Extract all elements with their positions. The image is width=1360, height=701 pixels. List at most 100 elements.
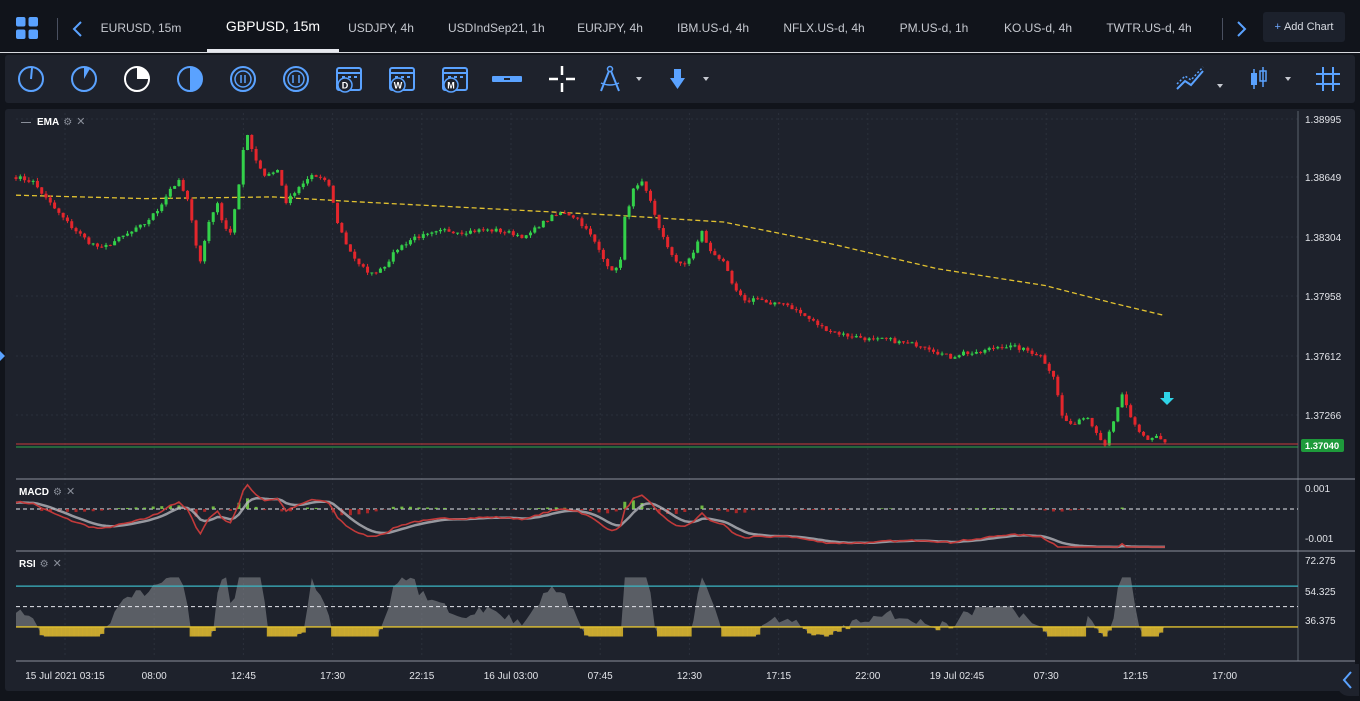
tab-eurjpy[interactable]: EURJPY, 4h (574, 0, 646, 52)
candle-body (418, 237, 421, 238)
tab-pm[interactable]: PM.US-d, 1h (897, 0, 971, 52)
macd-histogram-bar (1078, 509, 1081, 510)
time-tick-label: 17:15 (766, 671, 791, 682)
candle-body (863, 338, 866, 341)
candle-body (392, 252, 395, 261)
clock-1m-icon[interactable] (15, 63, 47, 95)
rsi-oversold-fill (61, 627, 66, 637)
tab-scroll-left-icon[interactable] (69, 18, 87, 40)
calendar-month-letter: M (447, 81, 455, 91)
candle-body (139, 225, 142, 228)
arrow-marker-dropdown[interactable] (662, 63, 714, 95)
close-icon[interactable]: ✕ (53, 558, 62, 570)
collapse-pane-icon[interactable]: — (21, 117, 31, 128)
rsi-oversold-fill (280, 627, 285, 637)
grid-icon[interactable] (1312, 63, 1344, 95)
rsi-oversold-fill (657, 627, 662, 637)
candle-body (803, 313, 806, 316)
candle-body (808, 316, 811, 319)
rsi-oversold-fill (614, 627, 619, 637)
clock-1h-icon[interactable] (227, 63, 259, 95)
candle-body (756, 298, 759, 299)
candle-body (1026, 348, 1029, 351)
calendar-day-icon[interactable]: D (333, 63, 365, 95)
candle-body (109, 245, 112, 246)
chart-tab-bar: EURUSD, 15m GBPUSD, 15m USDJPY, 4h USDIn… (0, 0, 1360, 53)
collapse-panel-button[interactable] (1337, 664, 1359, 696)
candle-body (143, 224, 146, 225)
candle-body (83, 234, 86, 238)
macd-histogram-bar (160, 506, 163, 509)
macd-histogram-bar (975, 508, 978, 509)
rsi-oversold-fill (1051, 627, 1056, 637)
clock-15m-icon[interactable] (121, 63, 153, 95)
candle-body (1009, 345, 1012, 347)
gear-icon[interactable]: ⚙ (53, 487, 62, 498)
candle-body (276, 170, 279, 173)
rsi-oversold-fill (726, 627, 731, 637)
candle-body (979, 352, 982, 353)
candle-body (949, 354, 952, 359)
drawing-tools-dropdown[interactable] (595, 63, 647, 95)
tab-scroll-right-icon[interactable] (1232, 18, 1250, 40)
candle-body (409, 240, 412, 244)
tab-separator (1222, 18, 1223, 40)
candle-body (692, 253, 695, 259)
calendar-month-icon[interactable]: M (439, 63, 471, 95)
tab-usdjpy[interactable]: USDJPY, 4h (345, 0, 417, 52)
close-icon[interactable]: ✕ (76, 116, 85, 128)
candle-body (666, 237, 669, 247)
clock-30m-icon[interactable] (174, 63, 206, 95)
candle-body (726, 261, 729, 271)
close-icon[interactable]: ✕ (66, 486, 75, 498)
calendar-week-icon[interactable]: W (386, 63, 418, 95)
tab-twtr[interactable]: TWTR.US-d, 4h (1105, 0, 1193, 52)
rsi-oversold-fill (335, 627, 340, 637)
clock-4h-icon[interactable] (280, 63, 312, 95)
candle-body (589, 229, 592, 235)
add-chart-button[interactable]: +Add Chart (1263, 12, 1345, 42)
candle-body (658, 215, 661, 228)
candle-body (1142, 432, 1145, 436)
left-panel-handle[interactable] (0, 348, 5, 358)
candles-icon[interactable] (1245, 63, 1297, 95)
tab-ibm[interactable]: IBM.US-d, 4h (674, 0, 752, 52)
fit-range-icon[interactable] (491, 63, 523, 95)
tab-nflx[interactable]: NFLX.US-d, 4h (782, 0, 866, 52)
candle-body (130, 232, 133, 234)
candle-body (267, 174, 270, 176)
rsi-oversold-fill (70, 627, 75, 637)
tab-usdindsep21[interactable]: USDIndSep21, 1h (448, 0, 544, 52)
candle-body (263, 169, 266, 176)
candle-body (1013, 345, 1016, 346)
rsi-oversold-fill (734, 627, 739, 637)
price-tick-label: 1.37266 (1305, 411, 1342, 422)
chart-canvas[interactable]: 1.389951.386491.383041.379581.376121.372… (5, 109, 1355, 691)
gear-icon[interactable]: ⚙ (63, 117, 72, 128)
time-tick-label: 08:00 (142, 671, 167, 682)
chart-type-icon[interactable] (1173, 63, 1229, 95)
candle-body (49, 198, 52, 203)
price-tick-label: 1.37612 (1305, 352, 1342, 363)
clock-5m-icon[interactable] (68, 63, 100, 95)
candle-body (516, 235, 519, 236)
candle-body (1146, 436, 1149, 440)
crosshair-icon[interactable] (546, 63, 578, 95)
candle-body (958, 355, 961, 357)
candle-body (147, 220, 150, 224)
macd-histogram-bar (983, 508, 986, 509)
candle-body (220, 203, 223, 220)
candle-body (383, 267, 386, 269)
gear-icon[interactable]: ⚙ (40, 559, 49, 570)
macd-histogram-bar (418, 507, 421, 509)
candle-body (1112, 421, 1115, 431)
current-price-label: 1.37040 (1305, 441, 1339, 452)
candle-body (280, 170, 283, 186)
tab-ko[interactable]: KO.US-d, 4h (1002, 0, 1074, 52)
candle-body (821, 325, 824, 326)
candle-body (585, 226, 588, 229)
layout-grid-icon[interactable] (15, 16, 39, 40)
tab-eurusd[interactable]: EURUSD, 15m (100, 0, 182, 52)
tab-gbpusd[interactable]: GBPUSD, 15m (207, 0, 339, 52)
